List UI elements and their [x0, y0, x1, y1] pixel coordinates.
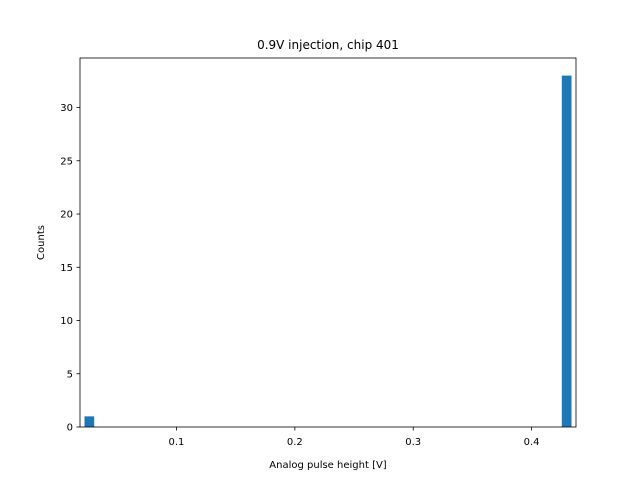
x-axis-label: Analog pulse height [V] — [269, 460, 387, 471]
y-tick-label: 0 — [67, 423, 73, 434]
histogram-bar — [84, 416, 95, 427]
bars-group — [84, 75, 572, 428]
y-tick-label: 5 — [67, 369, 73, 380]
x-tick-label: 0.3 — [405, 437, 421, 448]
y-tick-label: 25 — [60, 156, 73, 167]
chart-title: 0.9V injection, chip 401 — [257, 38, 399, 52]
x-tick-label: 0.1 — [169, 437, 185, 448]
y-axis-label: Counts — [36, 225, 47, 260]
x-tick-label: 0.4 — [524, 437, 540, 448]
plot-frame — [79, 57, 577, 428]
y-tick-label: 20 — [60, 210, 73, 221]
y-tick-label: 15 — [60, 263, 73, 274]
x-axis-ticks: 0.1 0.2 0.3 0.4 — [169, 427, 540, 448]
y-tick-label: 30 — [60, 103, 73, 114]
x-tick-label: 0.2 — [287, 437, 303, 448]
y-axis-ticks: 0 5 10 15 20 25 30 — [60, 103, 80, 434]
histogram-bar — [561, 75, 572, 428]
y-tick-label: 10 — [60, 316, 73, 327]
